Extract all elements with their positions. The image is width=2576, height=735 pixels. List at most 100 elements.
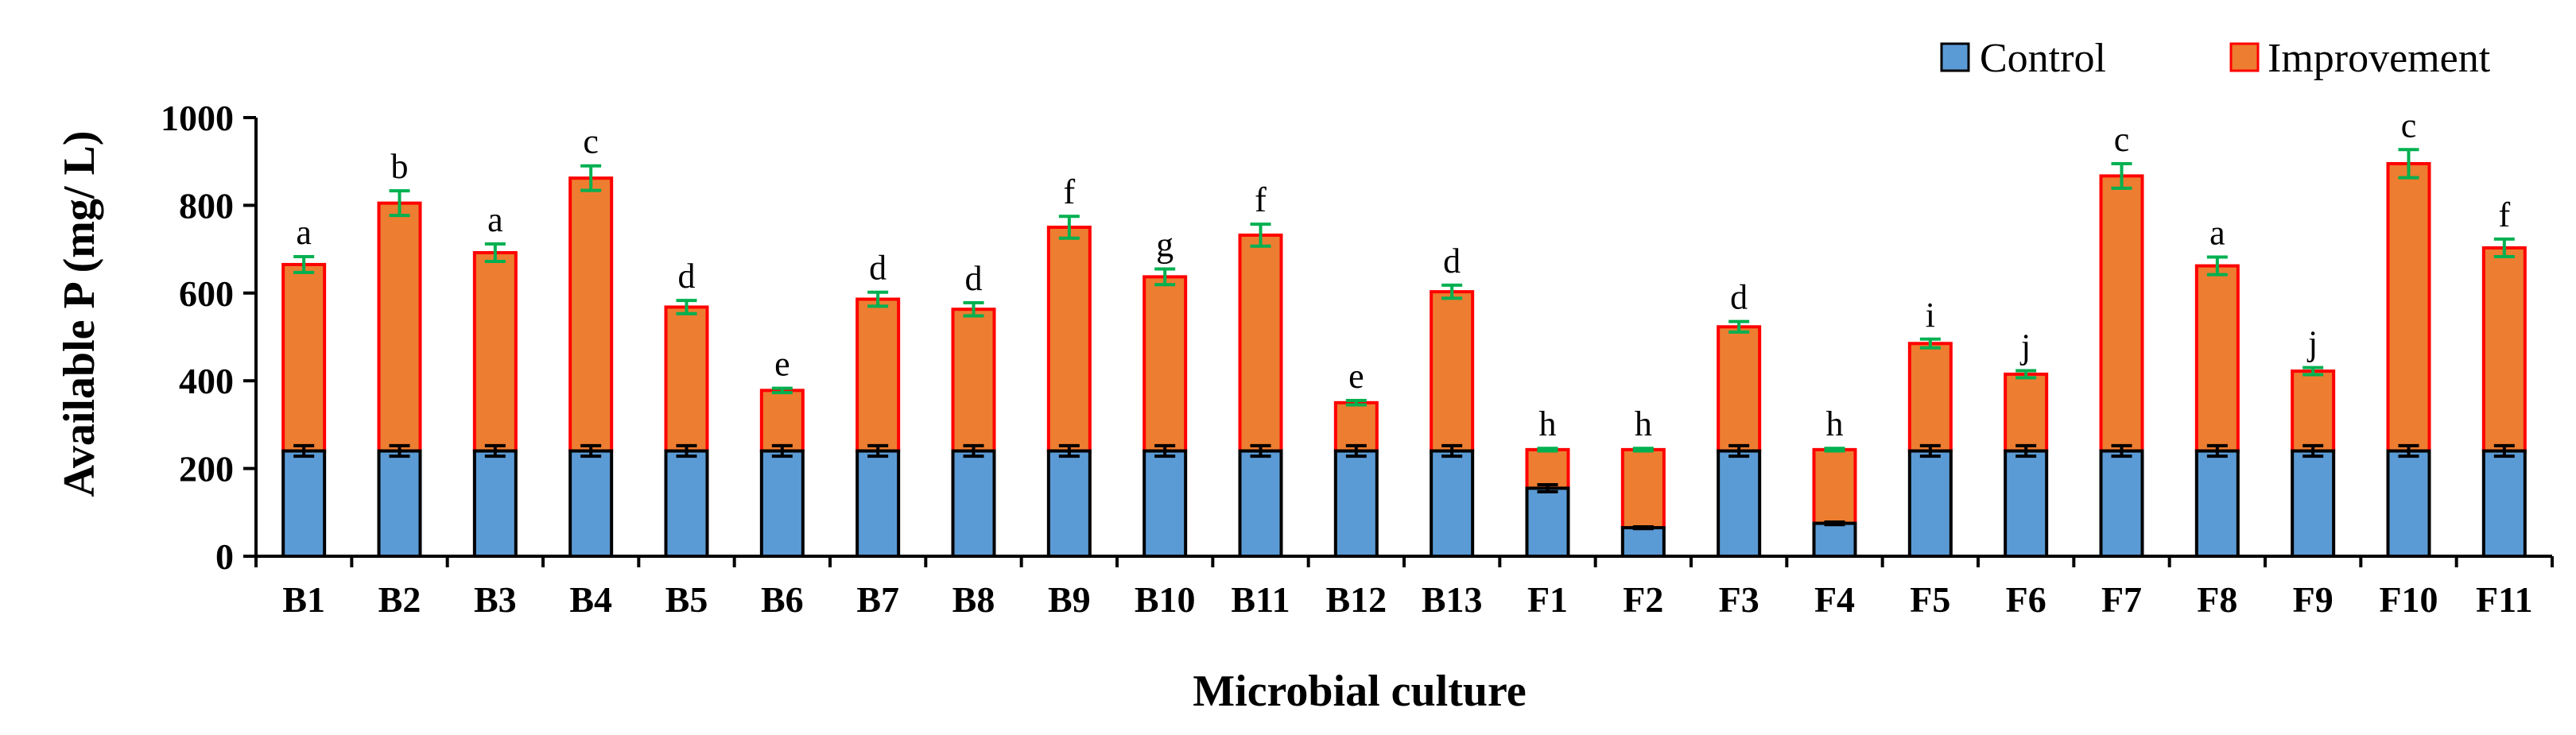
bar-improvement: [1238, 233, 1283, 453]
x-tick-label: F10: [2379, 579, 2438, 620]
x-tick-label: B6: [761, 579, 804, 620]
bar-control: [1430, 449, 1475, 559]
bar-improvement: [951, 308, 996, 453]
bar-control: [1620, 526, 1666, 558]
bar-improvement: [2291, 369, 2336, 453]
bar-control: [472, 449, 518, 559]
significance-letter: h: [1635, 404, 1652, 443]
bar-control: [1812, 521, 1857, 558]
significance-letter: a: [296, 213, 312, 252]
bar-control: [377, 449, 422, 559]
x-tick-label: F4: [1814, 579, 1855, 620]
significance-letter: b: [391, 147, 409, 186]
x-tick-label: B10: [1135, 579, 1196, 620]
bar-improvement: [759, 389, 805, 453]
x-axis: B1 B2 B3 B4 B5 B6 B7 B8 B9 B10 B11 B12 B13 F1 F2 F3 F4 F5…: [254, 555, 2554, 620]
bar-improvement: [2004, 372, 2049, 453]
significance-letter: a: [487, 200, 503, 239]
y-tick-label: 1000: [161, 98, 234, 138]
bar-improvement: [1620, 447, 1666, 530]
bar-control: [1046, 449, 1092, 559]
x-tick-label: F11: [2476, 579, 2533, 620]
x-tick-label: B13: [1422, 579, 1483, 620]
bar-control: [568, 449, 614, 559]
y-tick-label: 400: [179, 361, 234, 401]
significance-letter: j: [2019, 327, 2031, 366]
significance-letter: f: [1255, 180, 1267, 219]
significance-letter: d: [1443, 242, 1461, 280]
bar-control: [281, 449, 327, 559]
y-tick-label: 0: [215, 536, 234, 577]
bar-control: [855, 449, 901, 559]
bar-control: [2291, 449, 2336, 559]
bar-improvement: [281, 262, 327, 453]
bar-control: [1907, 449, 1953, 559]
significance-letter: c: [2114, 120, 2130, 159]
legend-label-improvement: Improvement: [2268, 36, 2491, 81]
x-tick-label: F3: [1719, 579, 1759, 620]
x-tick-label: F6: [2006, 579, 2046, 620]
bar-control: [2099, 449, 2144, 559]
legend-swatch-improvement: [2229, 42, 2260, 72]
bar-improvement: [1046, 226, 1092, 453]
x-tick-label: F9: [2293, 579, 2334, 620]
bar-control: [1717, 449, 1762, 559]
x-tick-label: F1: [1527, 579, 1568, 620]
significance-letter: g: [1156, 225, 1174, 264]
bar-improvement: [855, 297, 901, 453]
bar-improvement: [2481, 246, 2527, 453]
legend-swatch-control: [1940, 42, 1970, 72]
bars: [281, 161, 2527, 559]
significance-letter: d: [678, 257, 696, 296]
y-axis: 0 200 400 600 800 1000: [161, 98, 258, 577]
bar-improvement: [664, 305, 709, 453]
significance-letters: a b a c d e d d f g f e d h h d h i j c a j c f: [296, 106, 2510, 443]
y-tick-label: 800: [179, 185, 234, 226]
x-tick-label: B7: [856, 579, 899, 620]
bar-control: [2194, 449, 2240, 559]
y-axis-title: Available P (mg/ L): [55, 131, 104, 497]
bar-control: [664, 449, 709, 559]
legend: Control Improvement: [1940, 36, 2491, 81]
bar-control: [2386, 449, 2431, 559]
x-tick-label: F7: [2101, 579, 2142, 620]
bar-control: [2004, 449, 2049, 559]
bar-improvement: [1430, 290, 1475, 453]
bar-improvement: [2386, 161, 2431, 453]
bar-control: [1525, 486, 1570, 558]
bar-improvement: [472, 251, 518, 453]
bar-improvement: [1717, 325, 1762, 453]
significance-letter: f: [1064, 172, 1076, 211]
bar-improvement: [2194, 264, 2240, 453]
x-axis-title: Microbial culture: [1193, 667, 1526, 716]
x-tick-label: B1: [282, 579, 325, 620]
bar-improvement: [1333, 400, 1379, 453]
x-tick-label: B5: [665, 579, 708, 620]
significance-letter: c: [583, 122, 599, 161]
bar-improvement: [377, 201, 422, 453]
significance-letter: f: [2499, 195, 2511, 234]
bar-control: [1333, 449, 1379, 559]
significance-letter: a: [2209, 214, 2225, 253]
x-tick-label: B8: [952, 579, 995, 620]
bar-control: [1143, 449, 1188, 559]
legend-label-control: Control: [1980, 36, 2106, 81]
significance-letter: d: [1730, 278, 1748, 317]
significance-letter: h: [1826, 404, 1844, 443]
significance-letter: e: [1348, 357, 1364, 396]
x-tick-label: B9: [1048, 579, 1091, 620]
bar-improvement: [2099, 174, 2144, 453]
significance-letter: c: [2401, 106, 2417, 145]
significance-letter: e: [774, 345, 790, 384]
significance-letter: h: [1539, 404, 1557, 443]
bar-improvement: [1525, 447, 1570, 490]
bar-control: [2481, 449, 2527, 559]
x-tick-label: B4: [569, 579, 612, 620]
bar-improvement: [1907, 342, 1953, 453]
x-tick-label: B2: [378, 579, 421, 620]
x-tick-label: F5: [1910, 579, 1950, 620]
y-tick-label: 600: [179, 273, 234, 314]
significance-letter: j: [2306, 324, 2318, 363]
bar-improvement: [1812, 447, 1857, 525]
